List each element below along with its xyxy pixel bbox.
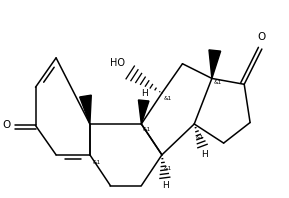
Text: H: H bbox=[141, 89, 148, 98]
Text: &1: &1 bbox=[196, 135, 204, 140]
Polygon shape bbox=[138, 100, 149, 124]
Text: &1: &1 bbox=[213, 80, 222, 85]
Text: &1: &1 bbox=[163, 96, 172, 102]
Polygon shape bbox=[80, 95, 91, 124]
Text: O: O bbox=[258, 32, 266, 42]
Text: &1: &1 bbox=[163, 166, 172, 171]
Polygon shape bbox=[209, 50, 221, 78]
Text: H: H bbox=[201, 150, 208, 159]
Text: &1: &1 bbox=[143, 127, 151, 132]
Text: H: H bbox=[162, 181, 169, 190]
Text: &1: &1 bbox=[92, 160, 101, 165]
Text: HO: HO bbox=[110, 58, 125, 68]
Text: O: O bbox=[2, 120, 10, 130]
